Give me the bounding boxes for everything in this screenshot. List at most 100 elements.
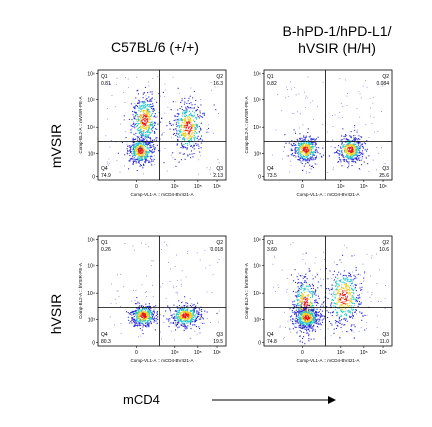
- event-dot: [131, 144, 133, 146]
- event-dot: [304, 302, 306, 304]
- event-dot: [285, 142, 287, 144]
- event-dot: [343, 318, 345, 320]
- event-dot: [310, 156, 312, 158]
- event-dot: [140, 310, 142, 312]
- event-dot: [146, 115, 148, 117]
- flow-plot-ki-hvsir: Q1 3.60 Q2 10.6 Q3 11.0 Q4 74.8 10⁶ 10⁵ 10⁴ 10³ 0 0 10…: [240, 230, 400, 390]
- event-dot: [361, 164, 363, 166]
- event-dot: [305, 326, 307, 328]
- event-dot: [189, 121, 191, 123]
- event-dot: [196, 333, 198, 335]
- event-dot: [354, 150, 356, 152]
- event-dot: [149, 137, 151, 139]
- event-dot: [186, 121, 188, 123]
- event-dot: [190, 139, 192, 141]
- event-dot: [105, 135, 107, 137]
- event-dot: [216, 312, 218, 314]
- event-dot: [153, 317, 155, 319]
- event-dot: [326, 310, 328, 312]
- event-dot: [151, 128, 153, 130]
- event-dot: [315, 312, 317, 314]
- event-dot: [149, 141, 151, 143]
- event-dot: [308, 147, 310, 149]
- event-dot: [154, 315, 156, 317]
- event-dot: [195, 305, 197, 307]
- event-dot: [296, 332, 298, 334]
- event-dot: [355, 154, 357, 156]
- event-dot: [183, 126, 185, 128]
- event-dot: [346, 155, 348, 157]
- event-dot: [142, 310, 144, 312]
- event-dot: [301, 341, 303, 343]
- event-dot: [351, 147, 353, 149]
- event-dot: [308, 146, 310, 148]
- event-dot: [188, 130, 190, 132]
- event-dot: [306, 172, 307, 174]
- event-dot: [190, 145, 192, 147]
- event-dot: [153, 314, 155, 316]
- event-dot: [349, 135, 351, 137]
- event-dot: [180, 118, 182, 120]
- event-dot: [176, 291, 178, 293]
- event-dot: [196, 310, 198, 312]
- event-dot: [358, 294, 360, 296]
- event-dot: [347, 93, 348, 94]
- event-dot: [282, 338, 284, 340]
- event-dot: [143, 324, 145, 326]
- event-dot: [277, 94, 279, 95]
- event-dot: [143, 155, 145, 157]
- event-dot: [200, 322, 202, 324]
- event-dot: [304, 328, 306, 330]
- event-dot: [146, 159, 148, 161]
- event-dot: [180, 317, 182, 319]
- y-axis-title: Comp-BL2-A :: mVSIR-PE-A: [78, 96, 83, 153]
- event-dot: [146, 314, 148, 316]
- event-dot: [149, 161, 151, 163]
- event-dot: [310, 147, 312, 149]
- event-dot: [197, 114, 199, 116]
- event-dot: [296, 321, 298, 323]
- event-dot: [176, 280, 178, 281]
- event-dot: [301, 140, 303, 142]
- quadrant-q1-value: 3.60: [267, 247, 277, 253]
- event-dot: [344, 156, 346, 158]
- event-dot: [320, 278, 321, 280]
- event-dot: [333, 270, 335, 272]
- event-dot: [198, 326, 200, 328]
- event-dot: [149, 104, 151, 106]
- event-dot: [299, 335, 301, 337]
- event-dot: [303, 318, 305, 320]
- event-dot: [187, 128, 189, 130]
- event-dot: [181, 302, 183, 304]
- event-dot: [305, 106, 306, 108]
- event-dot: [303, 313, 305, 315]
- event-dot: [357, 148, 359, 150]
- event-dot: [132, 139, 134, 141]
- event-dot: [198, 308, 200, 310]
- event-dot: [192, 119, 194, 121]
- event-dot: [179, 125, 181, 127]
- event-dot: [302, 144, 304, 146]
- event-dot: [358, 158, 360, 160]
- event-dot: [191, 137, 193, 139]
- event-dot: [305, 148, 307, 150]
- event-dot: [305, 135, 307, 137]
- event-dot: [300, 340, 301, 341]
- event-dot: [293, 143, 295, 145]
- event-dot: [141, 144, 143, 146]
- event-dot: [320, 305, 322, 307]
- event-dot: [300, 287, 302, 289]
- event-dot: [302, 253, 304, 255]
- event-dot: [172, 101, 174, 103]
- event-dot: [133, 106, 135, 108]
- event-dot: [154, 123, 156, 125]
- event-dot: [129, 150, 131, 152]
- event-dot: [340, 286, 342, 288]
- event-dot: [299, 311, 301, 313]
- event-dot: [365, 79, 366, 81]
- event-dot: [291, 145, 293, 147]
- event-dot: [135, 153, 137, 155]
- event-dot: [302, 169, 304, 171]
- event-dot: [176, 312, 178, 314]
- event-dot: [300, 318, 302, 320]
